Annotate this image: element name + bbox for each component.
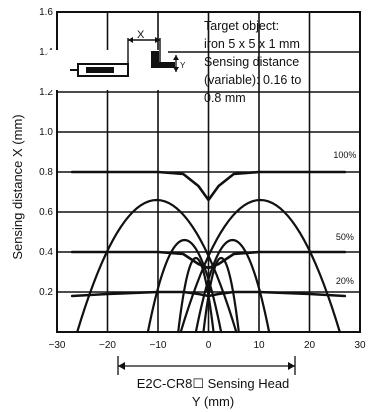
inset-x-label: X [137,29,145,41]
x-tick-label: −10 [150,340,167,351]
x-tick-label: −20 [99,340,116,351]
y-axis-title: Sensing distance X (mm) [10,114,25,259]
target-object-base-icon [151,62,175,68]
x-tick-label: 10 [253,340,265,351]
response-arc-2 [76,198,238,334]
series-label-50pct: 50% [336,232,354,242]
response-arc-1 [179,198,341,334]
x-axis-title-line-2: Y (mm) [192,394,234,409]
sensor-inset-diagram: X Y [48,29,186,90]
sensing-head-core-icon [86,67,114,73]
y-tick-label: 0.2 [39,287,53,298]
range-arrow-right-icon [288,362,295,370]
x-tick-label: −30 [49,340,66,351]
series-label-100pct: 100% [333,150,356,160]
annotation-line-2: iron 5 x 5 x 1 mm [204,37,300,51]
annotation-line-5: 0.8 mm [204,91,246,105]
response-arc-4 [146,238,223,334]
x-arrow-right-icon [155,37,160,43]
series-line-50pct [70,250,347,270]
series-label-20pct: 20% [336,276,354,286]
annotation-line-3: Sensing distance [204,55,299,69]
inset-y-label: Y [180,61,186,70]
annotation-line-4: (variable): 0.16 to [204,73,301,87]
y-tick-label: 1.0 [39,127,53,138]
series-layer: 100% 50% 20% [70,150,356,298]
y-tick-label: 1.6 [39,7,53,18]
series-line-20pct [70,290,347,298]
tick-labels: −30 −20 −10 0 10 20 30 0.2 0.4 0.6 0.8 1.0 1.2 1.4 1.6 [39,7,366,351]
target-object-icon [151,51,159,67]
y-tick-label: 0.8 [39,167,53,178]
y-tick-label: 0.6 [39,207,53,218]
x-axis-title-line-1: E2C-CR8☐ Sensing Head [137,376,290,391]
series-line-100pct [70,170,347,202]
y-tick-label: 0.4 [39,247,53,258]
sensing-head-range-marker [117,356,296,375]
range-arrow-left-icon [118,362,125,370]
y-tick-label: 1.4 [39,47,53,58]
y-tick-label: 1.2 [39,87,53,98]
x-tick-label: 30 [354,340,366,351]
y-arrow-up-icon [173,55,179,60]
y-arrow-down-icon [173,67,179,72]
x-tick-label: 20 [304,340,316,351]
x-arrow-left-icon [128,37,133,43]
annotation-line-1: Target object: [204,19,279,33]
annotation-block: Target object: iron 5 x 5 x 1 mm Sensing… [204,19,301,105]
x-tick-label: 0 [206,340,212,351]
